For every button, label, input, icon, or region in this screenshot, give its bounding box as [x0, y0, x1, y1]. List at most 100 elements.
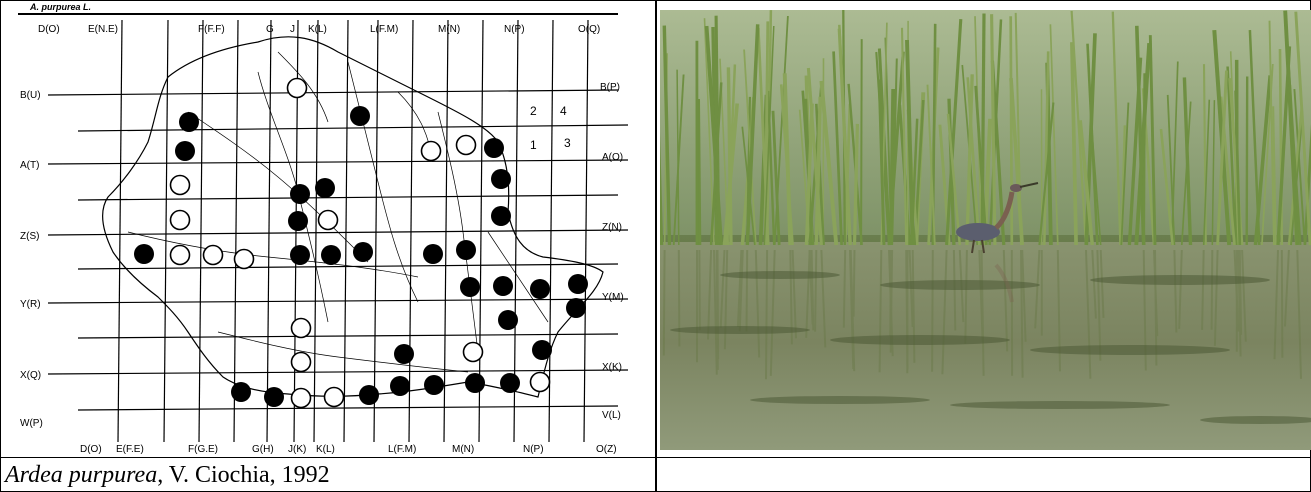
quadrant-number: 1	[530, 138, 537, 152]
reed-reflection	[814, 249, 818, 332]
reed-reflection	[713, 249, 718, 375]
reed-reflection	[1099, 249, 1105, 318]
reed-reflection	[1201, 249, 1205, 330]
record-dot-open	[290, 351, 312, 373]
reed-stem	[891, 58, 898, 246]
distribution-map: A. purpurea L.	[18, 2, 629, 455]
quadrant-number: 2	[530, 104, 537, 118]
reed-reflection	[1002, 249, 1009, 352]
reed-stem	[1286, 41, 1302, 246]
reed-reflection	[1233, 249, 1240, 332]
map-title: A. purpurea L.	[29, 2, 91, 12]
reed-stem	[766, 90, 776, 246]
reed-stem	[905, 39, 915, 246]
reed-stem	[1219, 96, 1236, 246]
reed-stem	[1228, 78, 1244, 246]
reed-stem	[1148, 35, 1157, 246]
record-dot-filled	[290, 245, 310, 265]
record-dot-filled	[491, 169, 511, 189]
reed-stem	[1234, 90, 1242, 246]
country-outline	[101, 36, 604, 398]
bottom-label: O(Z)	[596, 444, 617, 455]
record-dot-open	[169, 209, 191, 231]
reed-stem	[819, 80, 839, 246]
reed-reflection	[769, 249, 776, 376]
reed-stem	[980, 13, 986, 246]
top-label: M(N)	[438, 24, 460, 35]
top-label: G	[266, 24, 274, 35]
right-label: X(K)	[602, 362, 622, 373]
record-dot-filled	[288, 211, 308, 231]
reed-reflection	[1273, 249, 1279, 360]
record-dot-open	[202, 244, 224, 266]
record-dot-filled	[350, 106, 370, 126]
record-dot-filled	[484, 138, 504, 158]
reed-stem	[1078, 120, 1095, 246]
quadrant-number: 4	[560, 104, 567, 118]
record-dot-open	[455, 134, 477, 156]
record-dot-open	[323, 386, 345, 408]
record-dot-filled	[321, 245, 341, 265]
reed-stem	[1070, 10, 1088, 246]
record-dot-filled	[491, 206, 511, 226]
reed-stem	[814, 96, 823, 246]
reed-stem	[990, 14, 997, 246]
reed-stem	[1049, 24, 1059, 246]
reed-stem	[852, 123, 859, 246]
record-dot-filled	[566, 298, 586, 318]
reed-reflection	[754, 249, 761, 358]
reed-stem	[771, 110, 781, 246]
right-label: Z(N)	[602, 222, 622, 233]
bottom-label: J(K)	[288, 444, 306, 455]
record-dot-open	[290, 317, 312, 339]
record-dot-filled	[179, 112, 199, 132]
record-dot-filled	[423, 244, 443, 264]
rivers	[127, 51, 549, 373]
bottom-label: D(O)	[80, 444, 102, 455]
reed-stem	[900, 27, 908, 246]
records-filled	[134, 106, 588, 407]
bottom-label: L(F.M)	[388, 444, 416, 455]
record-dot-filled	[460, 277, 480, 297]
record-dot-filled	[134, 244, 154, 264]
reed-reflection	[842, 249, 847, 328]
reed-stem	[704, 25, 724, 246]
reed-reflection	[964, 249, 968, 344]
reed-reflection	[805, 249, 811, 338]
reed-stem	[743, 49, 757, 246]
map-grid	[47, 19, 629, 443]
reed-stem	[726, 67, 733, 246]
reed-stem	[1090, 121, 1102, 246]
left-label: B(U)	[20, 90, 41, 101]
reed-stem	[763, 25, 775, 246]
reed-stem	[1009, 16, 1014, 246]
record-dot-filled	[390, 376, 410, 396]
reed-reflection	[736, 249, 743, 327]
reed-stem	[1268, 20, 1275, 246]
reed-reflection	[1284, 249, 1290, 327]
top-label: E(N.E)	[88, 24, 118, 35]
reed-reflection	[878, 249, 883, 373]
record-dot-filled	[530, 279, 550, 299]
bottom-label: E(F.E)	[116, 444, 144, 455]
record-dot-open	[290, 387, 312, 409]
top-label: N(P)	[504, 24, 525, 35]
record-dot-filled	[353, 242, 373, 262]
bottom-label: M(N)	[452, 444, 474, 455]
reed-stem	[1111, 11, 1122, 246]
reed-stem	[926, 84, 936, 246]
reed-reflection	[905, 249, 909, 370]
reed-reflection	[1020, 249, 1024, 378]
record-dot-filled	[315, 178, 335, 198]
reed-stem	[1245, 76, 1249, 246]
reed-reflection	[931, 249, 934, 372]
reed-reflection	[1210, 249, 1214, 330]
quadrant-legend: 2 4 1 3	[530, 104, 571, 152]
reed-reflection	[1237, 249, 1242, 357]
reed-stem	[1229, 51, 1240, 246]
record-dot-open	[317, 209, 339, 231]
reed-reflection	[849, 249, 855, 370]
reed-reflection	[707, 249, 713, 340]
record-dot-filled	[394, 344, 414, 364]
